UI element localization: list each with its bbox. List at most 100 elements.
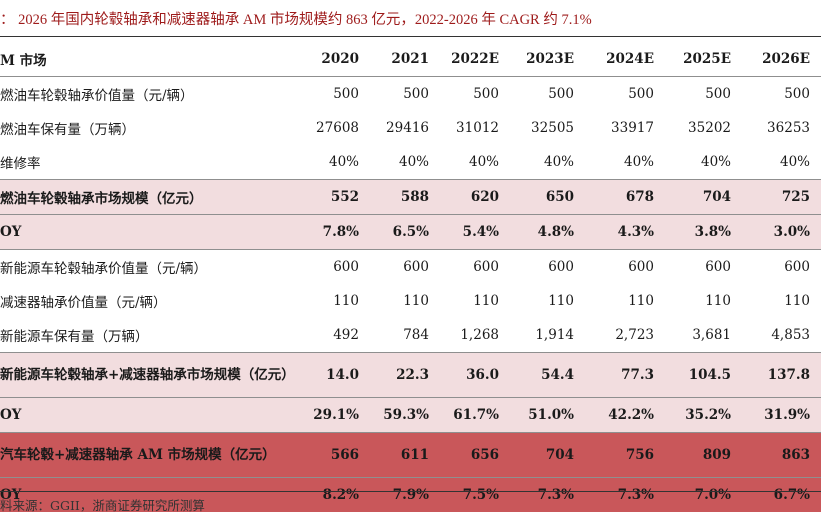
title-divider — [0, 36, 821, 37]
cell: 600 — [510, 249, 585, 284]
cell: 59.3% — [370, 397, 440, 433]
year-2025e: 2025E — [665, 42, 742, 77]
source-note: 料来源：GGII，浙商证券研究所测算 — [0, 498, 205, 513]
cell: 552 — [300, 179, 370, 215]
year-2021: 2021 — [370, 42, 440, 77]
cell: 500 — [473, 86, 499, 102]
cell: 110 — [333, 293, 359, 309]
cell: 3.8% — [665, 214, 742, 250]
table-row-yoy: OY 29.1% 59.3% 61.7% 51.0% 42.2% 35.2% 3… — [0, 397, 821, 433]
cell: 678 — [585, 179, 665, 215]
cell: 7.3% — [585, 477, 665, 512]
cell: 51.0% — [510, 397, 585, 433]
cell: 756 — [585, 432, 665, 478]
table-row-total: 汽车轮毂+减速器轴承 AM 市场规模（亿元） 566 611 656 704 7… — [0, 432, 821, 478]
cell: 566 — [300, 432, 370, 478]
market-size-table: M 市场 2020 2021 2022E 2023E 2024E 2025E 2… — [0, 42, 821, 512]
cell: 36253 — [767, 120, 810, 136]
row-label: 燃油车保有量（万辆） — [0, 122, 135, 138]
cell: 110 — [473, 293, 499, 309]
cell: 5.4% — [440, 214, 510, 250]
cell: 29.1% — [300, 397, 370, 433]
cell: 7.0% — [665, 477, 742, 512]
cell: 110 — [628, 293, 654, 309]
cell: 104.5 — [665, 352, 742, 398]
cell: 4,853 — [771, 327, 810, 343]
cell: 40% — [468, 154, 499, 170]
cell: 600 — [665, 249, 742, 284]
cell: 500 — [333, 86, 359, 102]
cell: 7.5% — [440, 477, 510, 512]
cell: 7.9% — [370, 477, 440, 512]
cell: 137.8 — [742, 352, 821, 398]
header-row: M 市场 2020 2021 2022E 2023E 2024E 2025E 2… — [0, 42, 821, 77]
cell: 500 — [403, 86, 429, 102]
cell: 40% — [779, 154, 810, 170]
cell: 77.3 — [585, 352, 665, 398]
cell: 500 — [705, 86, 731, 102]
cell: 656 — [440, 432, 510, 478]
header-label: M 市场 — [0, 42, 300, 77]
cell: 600 — [300, 249, 370, 284]
cell: 42.2% — [585, 397, 665, 433]
row-label: 燃油车轮毂轴承价值量（元/辆） — [0, 88, 194, 104]
cell: 611 — [370, 432, 440, 478]
year-2026e: 2026E — [742, 42, 821, 77]
row-label: 新能源车保有量（万辆） — [0, 329, 149, 345]
row-label: 新能源车轮毂轴承价值量（元/辆） — [0, 249, 300, 284]
year-2024e: 2024E — [585, 42, 665, 77]
cell: 40% — [623, 154, 654, 170]
cell: 784 — [403, 327, 429, 343]
cell: 8.2% — [300, 477, 370, 512]
cell: 61.7% — [440, 397, 510, 433]
cell: 2,723 — [615, 327, 654, 343]
table-row: 维修率 40% 40% 40% 40% 40% 40% 40% — [0, 145, 821, 180]
cell: 620 — [440, 179, 510, 215]
year-2022e: 2022E — [440, 42, 510, 77]
cell: 40% — [398, 154, 429, 170]
cell: 31.9% — [742, 397, 821, 433]
cell: 500 — [628, 86, 654, 102]
row-label: OY — [0, 477, 300, 512]
cell: 40% — [328, 154, 359, 170]
source-divider — [0, 491, 821, 492]
cell: 650 — [510, 179, 585, 215]
cell: 7.3% — [510, 477, 585, 512]
row-label: OY — [0, 397, 300, 433]
table-title: ： 2026 年国内轮毂轴承和减速器轴承 AM 市场规模约 863 亿元，202… — [0, 12, 592, 28]
cell: 110 — [403, 293, 429, 309]
cell: 14.0 — [300, 352, 370, 398]
cell: 54.4 — [510, 352, 585, 398]
cell: 3,681 — [692, 327, 731, 343]
cell: 492 — [333, 327, 359, 343]
cell: 600 — [440, 249, 510, 284]
cell: 22.3 — [370, 352, 440, 398]
table-row: 燃油车轮毂轴承价值量（元/辆） 500 500 500 500 500 500 … — [0, 77, 821, 112]
cell: 110 — [548, 293, 574, 309]
table-row: 减速器轴承价值量（元/辆） 110 110 110 110 110 110 11… — [0, 284, 821, 318]
cell: 31012 — [456, 120, 499, 136]
year-2020: 2020 — [300, 42, 370, 77]
cell: 1,268 — [460, 327, 499, 343]
cell: 40% — [700, 154, 731, 170]
cell: 6.7% — [742, 477, 821, 512]
cell: 500 — [548, 86, 574, 102]
cell: 35.2% — [665, 397, 742, 433]
cell: 32505 — [531, 120, 574, 136]
cell: 863 — [742, 432, 821, 478]
row-label: OY — [0, 214, 300, 250]
cell: 809 — [665, 432, 742, 478]
cell: 600 — [370, 249, 440, 284]
cell: 4.8% — [510, 214, 585, 250]
cell: 35202 — [688, 120, 731, 136]
cell: 110 — [784, 293, 810, 309]
cell: 36.0 — [440, 352, 510, 398]
cell: 6.5% — [370, 214, 440, 250]
cell: 704 — [510, 432, 585, 478]
table-row: 新能源车轮毂轴承价值量（元/辆） 600 600 600 600 600 600… — [0, 249, 821, 284]
table-row-yoy: OY 7.8% 6.5% 5.4% 4.8% 4.3% 3.8% 3.0% — [0, 214, 821, 250]
row-label: 燃油车轮毂轴承市场规模（亿元） — [0, 179, 300, 215]
cell: 588 — [370, 179, 440, 215]
cell: 1,914 — [535, 327, 574, 343]
table-row-subtotal: 燃油车轮毂轴承市场规模（亿元） 552 588 620 650 678 704 … — [0, 179, 821, 215]
